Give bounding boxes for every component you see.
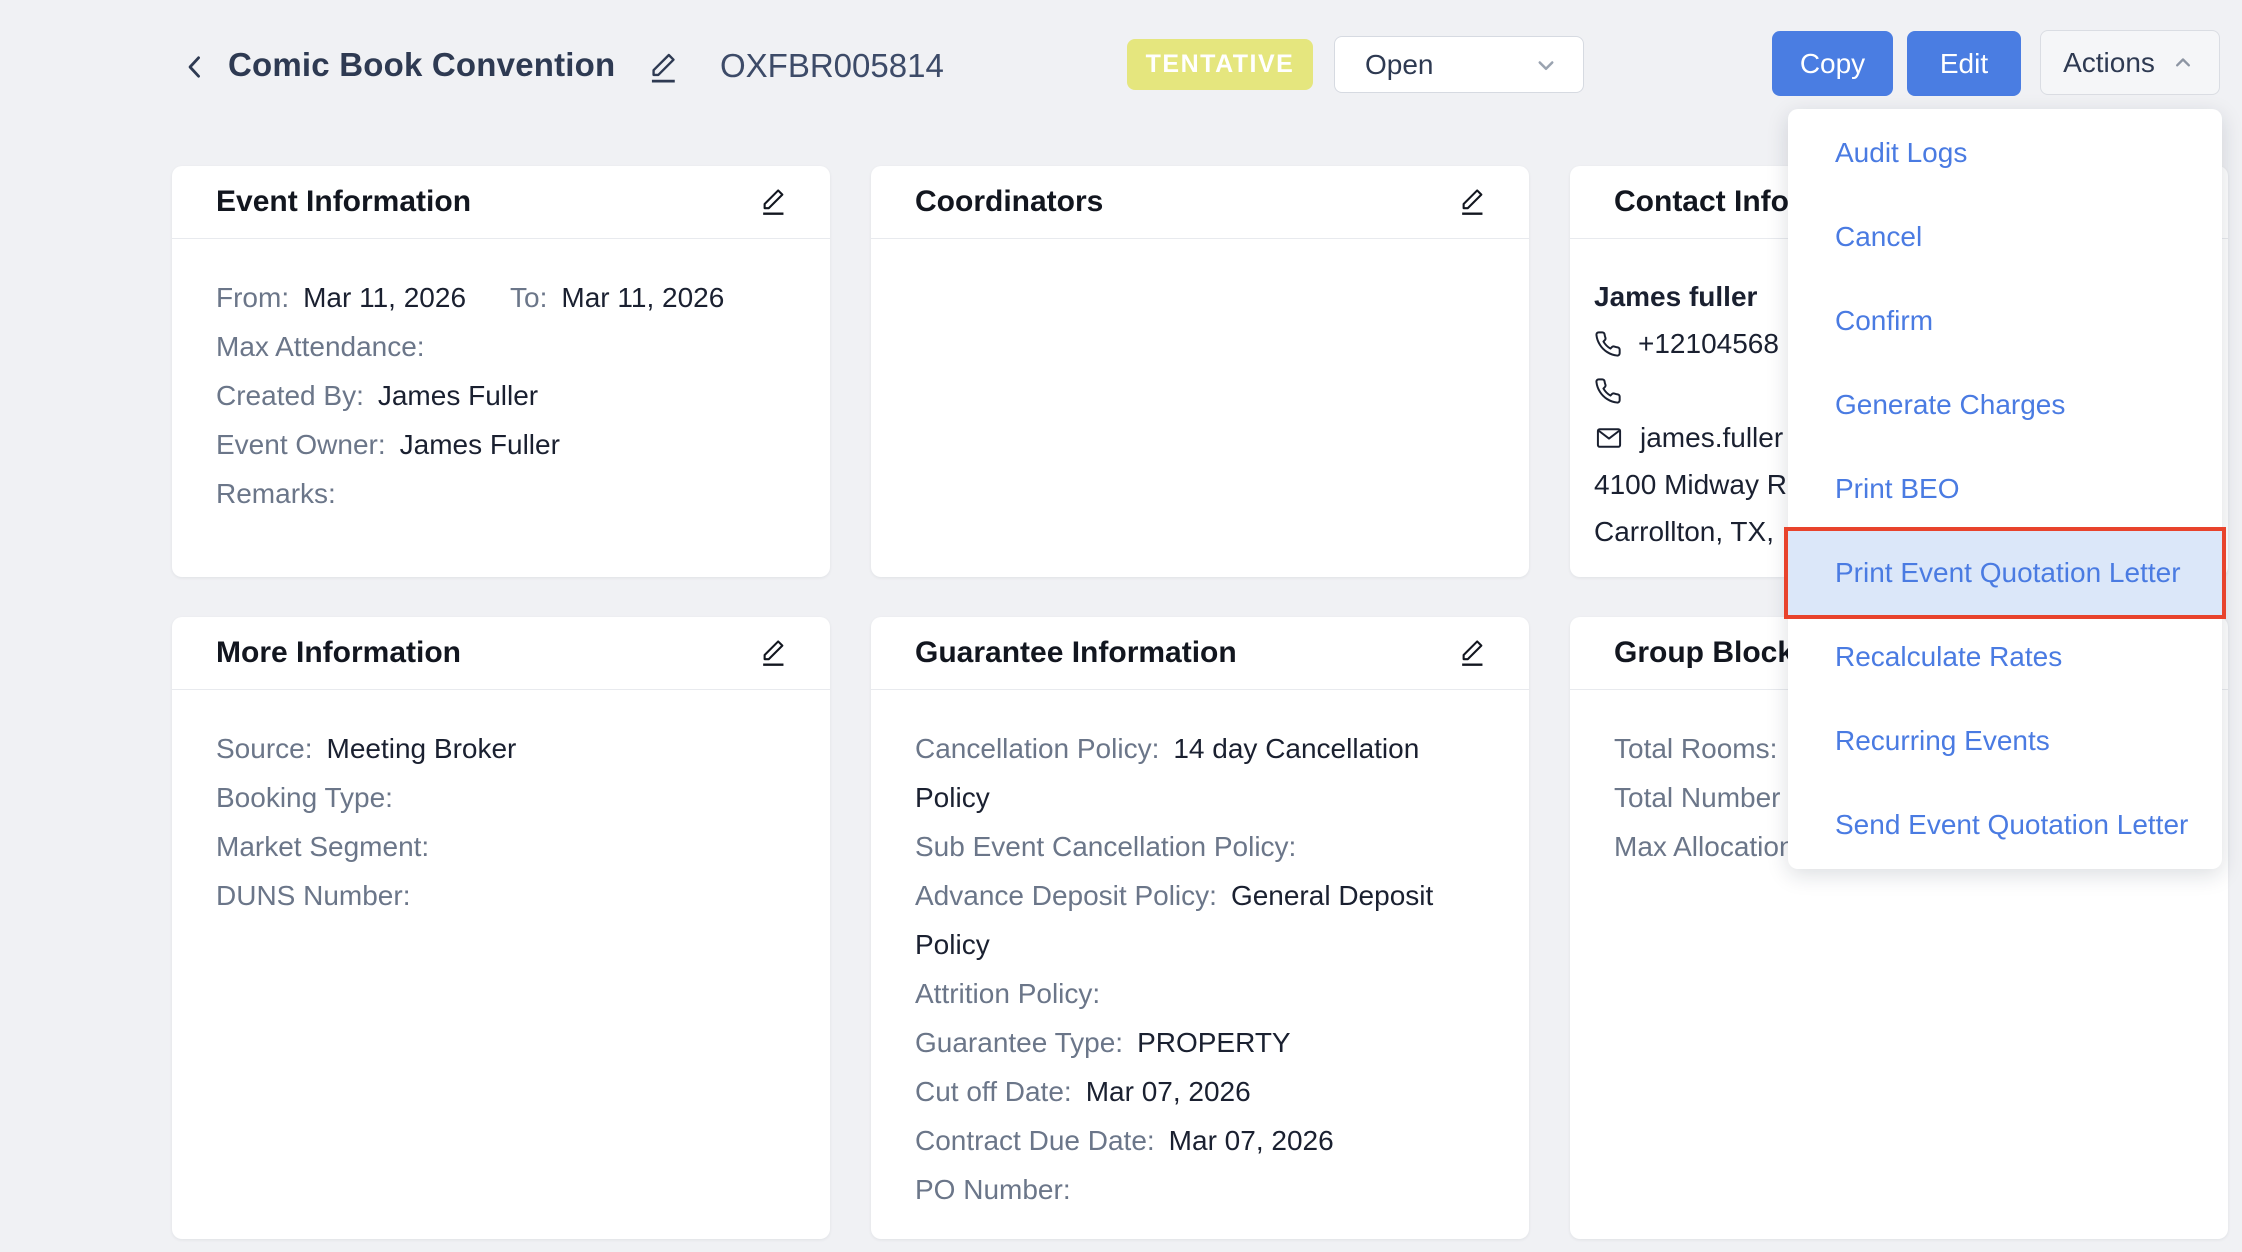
field-row: Source: Meeting Broker (216, 724, 786, 773)
field-row: DUNS Number: (216, 871, 786, 920)
status-select[interactable]: Open (1334, 36, 1584, 93)
field-label: Booking Type: (216, 782, 393, 813)
menu-item-recurring-events[interactable]: Recurring Events (1788, 699, 2222, 783)
field-row: Created By: James Fuller (216, 371, 786, 420)
field-value: Mar 07, 2026 (1169, 1125, 1334, 1156)
pencil-icon (758, 186, 788, 218)
field-label: PO Number: (915, 1174, 1071, 1205)
field-label: Cut off Date: (915, 1076, 1072, 1107)
field-value: Meeting Broker (327, 733, 517, 764)
edit-guarantee-information-button[interactable] (1457, 637, 1487, 669)
contact-email: james.fuller (1640, 414, 1783, 461)
field-value: Mar 11, 2026 (561, 282, 724, 313)
edit-event-information-button[interactable] (758, 186, 788, 218)
field-label: Max Attendance: (216, 331, 425, 362)
field-label: Attrition Policy: (915, 978, 1100, 1009)
field-row: Advance Deposit Policy:General Deposit P… (915, 871, 1485, 969)
field-label: Total Rooms: (1614, 733, 1777, 764)
menu-item-recalculate-rates[interactable]: Recalculate Rates (1788, 615, 2222, 699)
field-row: Market Segment: (216, 822, 786, 871)
field-value: James Fuller (378, 380, 538, 411)
field-row: Cancellation Policy:14 day Cancellation … (915, 724, 1485, 822)
field-label: Guarantee Type: (915, 1027, 1123, 1058)
status-select-value: Open (1365, 49, 1434, 81)
actions-button[interactable]: Actions (2040, 30, 2220, 95)
copy-button[interactable]: Copy (1772, 31, 1893, 96)
coordinators-card: Coordinators (871, 166, 1529, 577)
event-information-card: Event Information From: Mar 11, 2026 To: Ma… (172, 166, 830, 577)
field-value: Mar 11, 2026 (303, 282, 466, 313)
menu-item-generate-charges[interactable]: Generate Charges (1788, 363, 2222, 447)
chevron-up-icon (2169, 49, 2197, 77)
field-row: Event Owner: James Fuller (216, 420, 786, 469)
field-label: Event Owner: (216, 429, 386, 460)
page-title: Comic Book Convention (228, 46, 615, 84)
field-row: Cut off Date: Mar 07, 2026 (915, 1067, 1485, 1116)
field-label: Advance Deposit Policy: (915, 880, 1217, 911)
field-row: Attrition Policy: (915, 969, 1485, 1018)
field-label: From: (216, 282, 289, 313)
pencil-icon (1457, 637, 1487, 669)
card-title: Event Information (216, 185, 758, 219)
field-label: Sub Event Cancellation Policy: (915, 831, 1296, 862)
card-title: More Information (216, 636, 758, 670)
actions-button-label: Actions (2063, 47, 2155, 79)
field-label: Max Allocation: (1614, 831, 1802, 862)
field-row: Max Attendance: (216, 322, 786, 371)
menu-item-cancel[interactable]: Cancel (1788, 195, 2222, 279)
edit-title-button[interactable] (646, 50, 680, 86)
card-title: Coordinators (915, 185, 1457, 219)
edit-coordinators-button[interactable] (1457, 186, 1487, 218)
menu-item-send-event-quotation-letter[interactable]: Send Event Quotation Letter (1788, 783, 2222, 867)
field-row: Contract Due Date: Mar 07, 2026 (915, 1116, 1485, 1165)
field-label: DUNS Number: (216, 880, 410, 911)
field-value: PROPERTY (1137, 1027, 1291, 1058)
field-label: Remarks: (216, 478, 336, 509)
menu-item-print-event-quotation-letter[interactable]: Print Event Quotation Letter (1788, 531, 2222, 615)
back-button[interactable] (178, 50, 212, 84)
mail-icon (1594, 424, 1624, 452)
edit-more-information-button[interactable] (758, 637, 788, 669)
actions-menu: Audit Logs Cancel Confirm Generate Charg… (1788, 109, 2222, 869)
field-row: From: Mar 11, 2026 To: Mar 11, 2026 (216, 273, 786, 322)
guarantee-information-card: Guarantee Information Cancellation Polic… (871, 617, 1529, 1239)
chevron-down-icon (1531, 50, 1561, 80)
contact-phone: +12104568 (1638, 320, 1779, 367)
field-row: Sub Event Cancellation Policy: (915, 822, 1485, 871)
card-title: Guarantee Information (915, 636, 1457, 670)
field-label: To: (510, 282, 547, 313)
field-value: Mar 07, 2026 (1086, 1076, 1251, 1107)
field-label: Created By: (216, 380, 364, 411)
chevron-left-icon (178, 50, 212, 84)
pencil-icon (646, 50, 680, 86)
edit-button[interactable]: Edit (1907, 31, 2021, 96)
field-label: Contract Due Date: (915, 1125, 1155, 1156)
menu-item-audit-logs[interactable]: Audit Logs (1788, 111, 2222, 195)
field-label: Market Segment: (216, 831, 429, 862)
field-label: Cancellation Policy: (915, 733, 1159, 764)
field-label: Source: (216, 733, 313, 764)
phone-icon (1594, 330, 1622, 358)
status-badge: TENTATIVE (1127, 39, 1313, 90)
pencil-icon (758, 637, 788, 669)
field-label: Total Number of (1614, 782, 1812, 813)
more-information-card: More Information Source: Meeting Broker B… (172, 617, 830, 1239)
pencil-icon (1457, 186, 1487, 218)
field-row: Remarks: (216, 469, 786, 518)
menu-item-print-beo[interactable]: Print BEO (1788, 447, 2222, 531)
field-row: Booking Type: (216, 773, 786, 822)
field-row: Guarantee Type: PROPERTY (915, 1018, 1485, 1067)
menu-item-confirm[interactable]: Confirm (1788, 279, 2222, 363)
event-id: OXFBR005814 (720, 47, 944, 85)
field-value: James Fuller (400, 429, 560, 460)
field-row: PO Number: (915, 1165, 1485, 1214)
phone-icon (1594, 377, 1622, 405)
